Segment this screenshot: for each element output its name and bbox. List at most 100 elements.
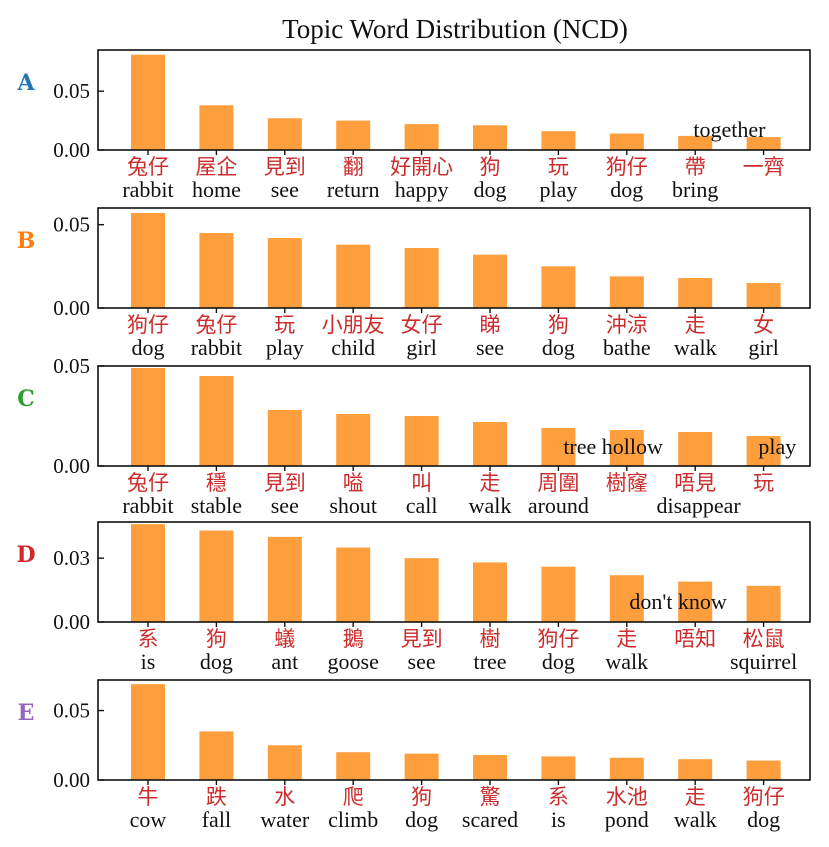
word-label: 兔仔 — [127, 471, 169, 495]
translation-label: stable — [191, 493, 242, 518]
axes-frame — [97, 521, 811, 623]
translation-label: water — [260, 807, 310, 832]
annotation-label: disappear — [656, 493, 741, 518]
y-tick-label: 0.05 — [53, 79, 90, 103]
panels-group: A0.000.05兔仔rabbit屋企home見到see翻return好開心ha… — [16, 49, 811, 832]
word-label: 好開心 — [390, 155, 453, 179]
word-label: 爬 — [343, 785, 364, 809]
panel-label: D — [16, 542, 35, 568]
y-tick-label: 0.00 — [53, 138, 90, 162]
translation-label: walk — [469, 493, 512, 518]
word-label: 女仔 — [401, 313, 443, 337]
bar — [131, 368, 165, 466]
word-label: 周圍 — [537, 471, 579, 495]
translation-label: see — [271, 177, 299, 202]
translation-label: home — [192, 177, 241, 202]
translation-label: tree — [474, 649, 507, 674]
axes-frame — [97, 49, 811, 151]
word-label: 嗌 — [343, 471, 364, 495]
word-label: 牛 — [138, 785, 159, 809]
word-label: 走 — [685, 785, 706, 809]
translation-label: happy — [395, 177, 449, 202]
bar — [199, 731, 234, 780]
bar — [267, 118, 302, 150]
bar — [267, 536, 302, 622]
bar — [678, 278, 713, 308]
word-label: 兔仔 — [127, 155, 169, 179]
word-label: 跌 — [206, 785, 227, 809]
translation-label: return — [327, 177, 380, 202]
translation-label: walk — [605, 649, 648, 674]
word-label: 水池 — [606, 785, 648, 809]
bar — [609, 575, 644, 622]
word-label: 女 — [753, 313, 774, 337]
translation-label: around — [528, 493, 589, 518]
word-label: 樹 — [480, 627, 501, 651]
translation-label: see — [476, 335, 504, 360]
translation-label: dog — [747, 807, 780, 832]
panel-label: C — [17, 386, 35, 412]
bar — [131, 684, 165, 780]
bar — [473, 562, 507, 622]
bar — [336, 414, 371, 466]
bar — [746, 283, 781, 308]
translation-label: dog — [132, 335, 165, 360]
word-label: 唔見 — [674, 471, 716, 495]
panel-label: A — [16, 70, 35, 96]
bar — [541, 428, 576, 466]
bar — [131, 54, 165, 150]
bar — [199, 530, 234, 622]
translation-label: rabbit — [122, 177, 173, 202]
bar — [336, 244, 371, 308]
annotation-label: together — [693, 117, 766, 142]
translation-label: fall — [202, 807, 231, 832]
bar — [541, 266, 576, 308]
translation-label: play — [539, 177, 577, 202]
bar — [199, 233, 234, 308]
translation-label: see — [271, 493, 299, 518]
bar — [746, 585, 781, 622]
translation-label: girl — [406, 335, 437, 360]
bar — [609, 133, 644, 150]
translation-label: is — [141, 649, 156, 674]
bar — [199, 105, 234, 150]
panel-label: E — [18, 700, 35, 726]
translation-label: squirrel — [730, 649, 797, 674]
word-label: 玩 — [548, 155, 569, 179]
word-label: 唔知 — [674, 627, 716, 651]
bar — [404, 248, 439, 308]
y-tick-label: 0.00 — [53, 296, 90, 320]
word-label: 見到 — [264, 471, 306, 495]
bar — [609, 757, 644, 780]
translation-label: rabbit — [191, 335, 242, 360]
word-label: 松鼠 — [743, 627, 785, 651]
word-label: 走 — [685, 313, 706, 337]
word-label: 穩 — [206, 471, 227, 495]
word-label: 鵝 — [343, 627, 364, 651]
translation-label: ant — [271, 649, 298, 674]
panel-D: D0.000.03系is狗dog蟻ant鵝goose見到see樹tree狗仔do… — [16, 521, 811, 674]
bar — [746, 436, 781, 466]
translation-label: climb — [328, 807, 378, 832]
translation-label: scared — [462, 807, 518, 832]
y-tick-label: 0.00 — [53, 610, 90, 634]
bar — [473, 755, 507, 780]
word-label: 驚 — [480, 785, 501, 809]
word-label: 狗 — [411, 785, 432, 809]
translation-label: call — [406, 493, 438, 518]
translation-label: dog — [542, 649, 575, 674]
chart-title: Topic Word Distribution (NCD) — [282, 14, 628, 44]
word-label: 見到 — [264, 155, 306, 179]
bar — [678, 135, 713, 150]
bar — [199, 376, 234, 466]
word-label: 走 — [480, 471, 501, 495]
axes-frame — [97, 365, 811, 467]
y-tick-label: 0.00 — [53, 454, 90, 478]
bar — [473, 254, 507, 308]
bar — [473, 422, 507, 466]
translation-label: shout — [329, 493, 377, 518]
word-label: 蟻 — [274, 627, 295, 651]
y-tick-label: 0.05 — [53, 213, 90, 237]
